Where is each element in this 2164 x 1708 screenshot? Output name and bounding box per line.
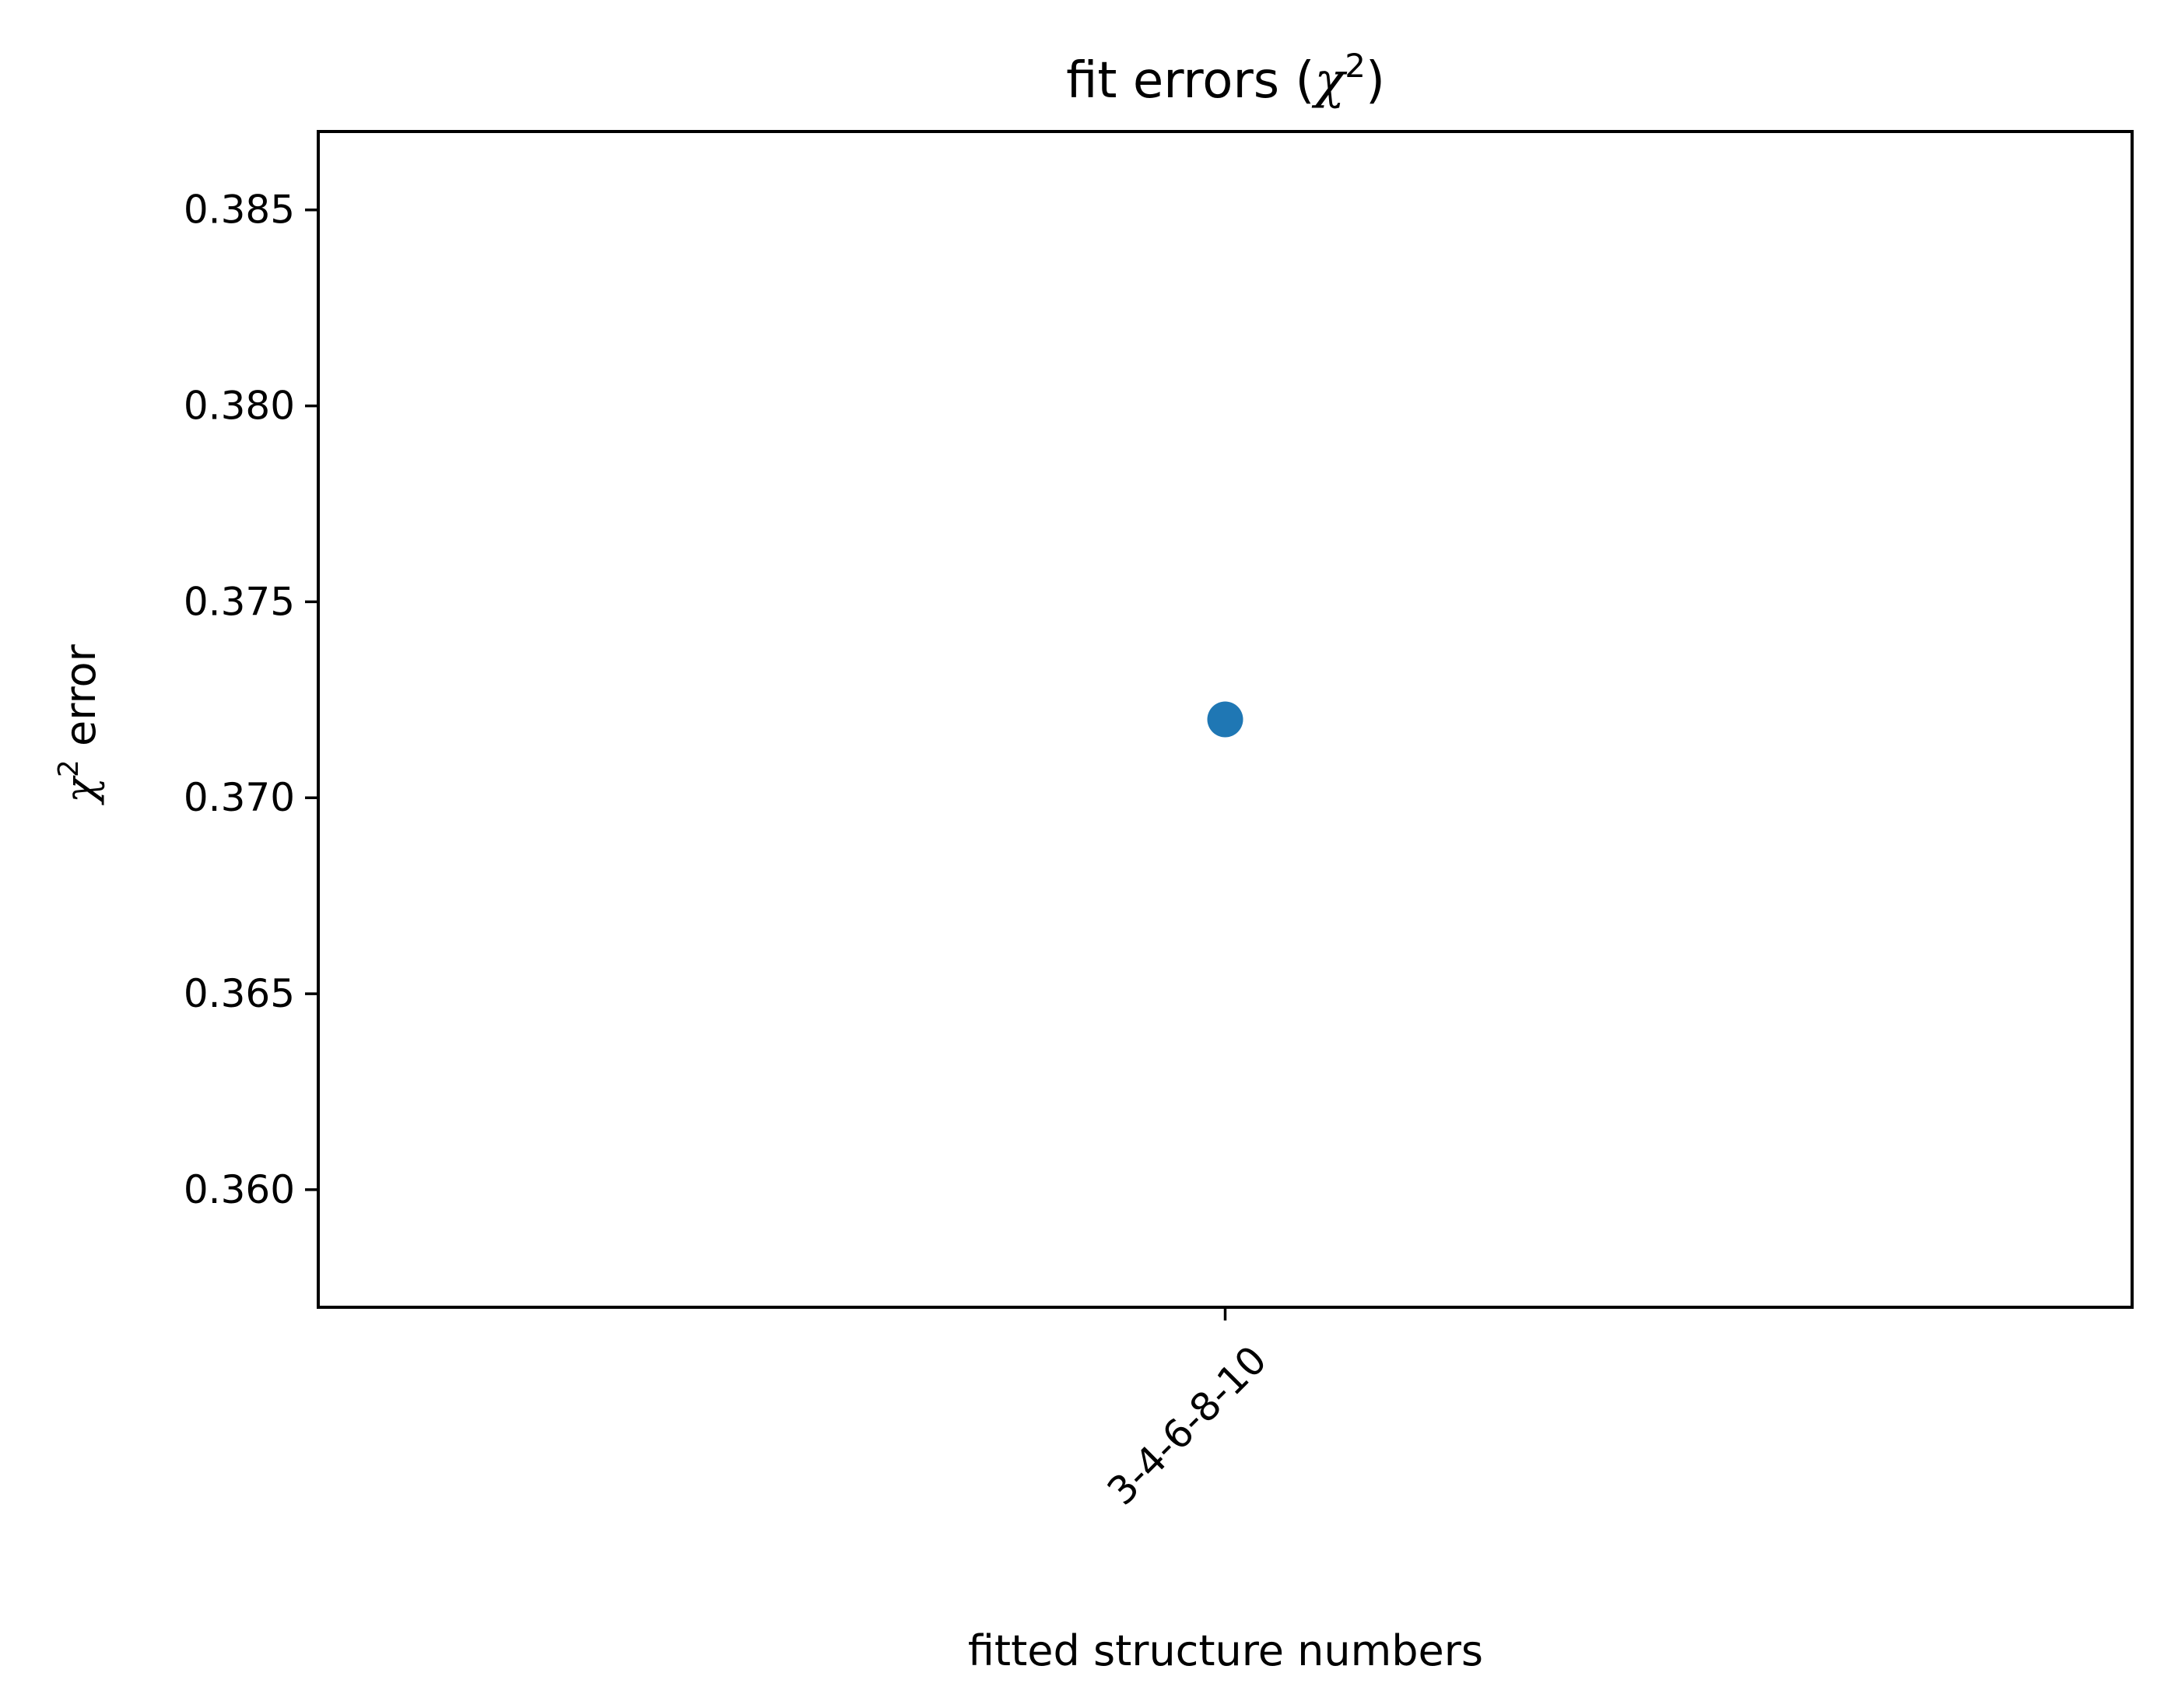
data-points xyxy=(1207,701,1243,738)
y-tick-label: 0.370 xyxy=(184,775,295,820)
chart-title: fit errors (χ2) xyxy=(1066,47,1385,110)
y-tick-label: 0.365 xyxy=(184,971,295,1016)
x-tick-label: 3-4-6-8-10 xyxy=(1099,1337,1275,1513)
chart-title-chi: χ xyxy=(1311,52,1347,110)
chart-title-close: ) xyxy=(1366,52,1385,110)
chart-title-text: fit errors ( xyxy=(1066,52,1314,110)
plot-frame xyxy=(317,130,2134,1309)
data-point xyxy=(1207,701,1243,738)
y-axis-ticks: 0.360 0.365 0.370 0.375 0.380 0.385 xyxy=(184,188,318,1212)
x-axis-label: fitted structure numbers xyxy=(968,1626,1483,1675)
chart-title-superscript: 2 xyxy=(1345,47,1366,85)
x-axis-ticks: 3-4-6-8-10 xyxy=(1099,1307,1275,1514)
y-tick-label: 0.380 xyxy=(184,384,295,429)
y-tick-label: 0.360 xyxy=(184,1167,295,1212)
y-axis-label: χ2 error xyxy=(53,644,105,805)
y-axis-label-chi: χ xyxy=(56,775,105,806)
y-axis-label-text: error xyxy=(56,644,105,759)
y-axis-label-superscript: 2 xyxy=(53,759,85,777)
y-tick-label: 0.375 xyxy=(184,579,295,624)
y-tick-label: 0.385 xyxy=(184,188,295,233)
